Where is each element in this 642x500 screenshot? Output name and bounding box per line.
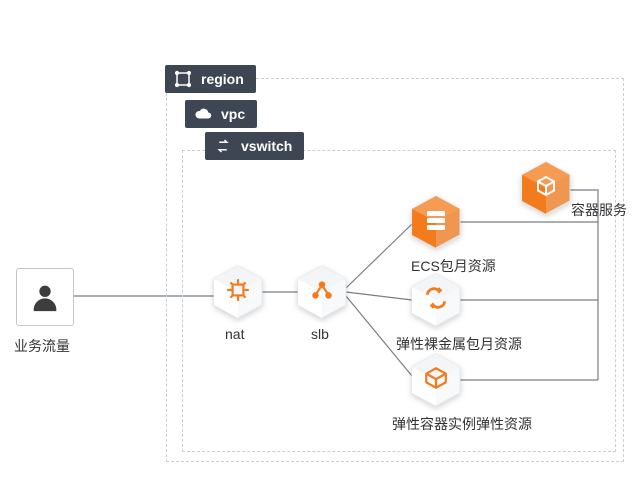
nat-label: nat <box>225 326 244 342</box>
nat-node <box>212 262 264 322</box>
switch-icon <box>213 136 233 156</box>
cluster-icon <box>308 276 336 304</box>
vpc-badge-label: vpc <box>221 106 245 122</box>
cloud-icon <box>193 104 213 124</box>
swap-icon <box>422 284 450 312</box>
eci-node <box>410 350 462 410</box>
region-badge: region <box>165 65 256 93</box>
ecs-node <box>410 192 462 252</box>
region-icon <box>173 69 193 89</box>
vswitch-badge-label: vswitch <box>241 138 292 154</box>
cube-icon <box>532 172 560 200</box>
user-node <box>16 268 74 326</box>
user-icon <box>28 280 62 314</box>
slb-label: slb <box>311 326 329 342</box>
server-icon <box>422 206 450 234</box>
bare-metal-node <box>410 270 462 330</box>
region-badge-label: region <box>201 71 244 87</box>
vpc-badge: vpc <box>185 100 257 128</box>
vswitch-badge: vswitch <box>205 132 304 160</box>
user-label: 业务流量 <box>14 336 70 356</box>
slb-node <box>296 262 348 322</box>
container-service-label: 容器服务 <box>571 200 627 220</box>
box-icon <box>422 364 450 392</box>
cpu-icon <box>224 276 252 304</box>
container-service-node <box>520 158 572 218</box>
eci-label: 弹性容器实例弹性资源 <box>392 414 532 434</box>
